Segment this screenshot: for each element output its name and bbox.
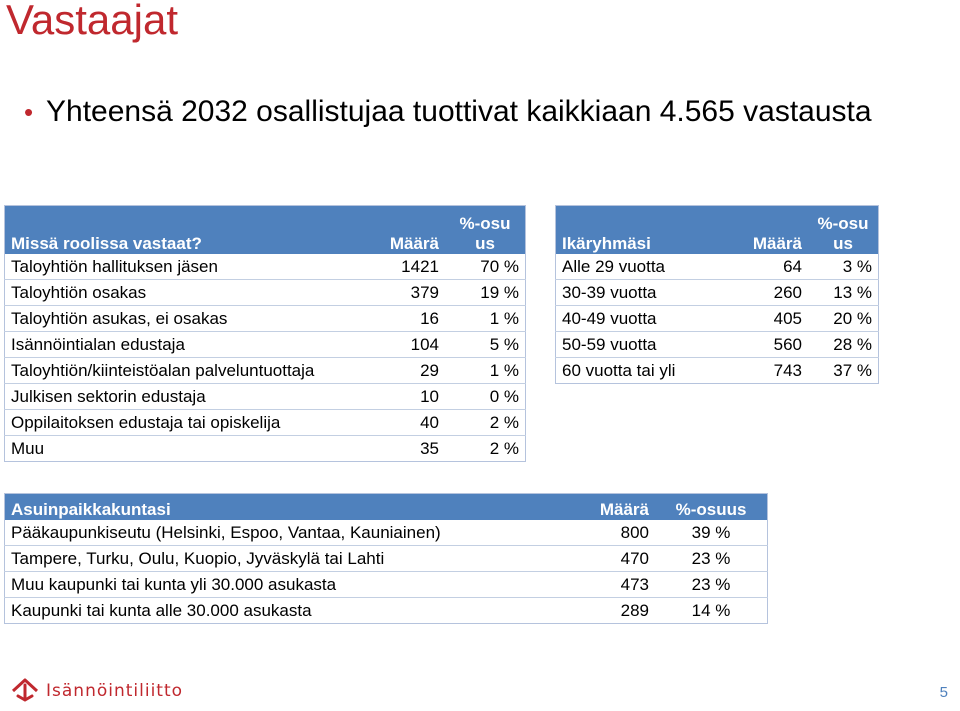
age-table: Ikäryhmäsi Määrä %-osuus Alle 29 vuotta 6… xyxy=(555,205,879,384)
cell-share: 23 % xyxy=(655,571,768,598)
cell-count: 10 xyxy=(377,383,445,410)
table-row: 30-39 vuotta 260 13 % xyxy=(555,279,879,306)
bullet-dot-icon: • xyxy=(24,97,34,127)
cell-municipality: Muu kaupunki tai kunta yli 30.000 asukas… xyxy=(4,571,565,598)
cell-count: 260 xyxy=(716,279,808,306)
isannointiliitto-logo: Isännöintiliitto xyxy=(10,676,183,706)
table-header-row: Asuinpaikkakuntasi Määrä %-osuus xyxy=(4,493,768,520)
cell-count: 29 xyxy=(377,357,445,384)
cell-share: 39 % xyxy=(655,520,768,546)
col-header-share: %-osuus xyxy=(445,205,526,254)
cell-count: 289 xyxy=(565,597,655,624)
cell-role: Isännöintialan edustaja xyxy=(4,331,377,358)
cell-count: 35 xyxy=(377,435,445,462)
cell-role: Oppilaitoksen edustaja tai opiskelija xyxy=(4,409,377,436)
table-row: Pääkaupunkiseutu (Helsinki, Espoo, Vanta… xyxy=(4,520,768,546)
page-number: 5 xyxy=(939,684,948,701)
cell-count: 405 xyxy=(716,305,808,332)
cell-count: 379 xyxy=(377,279,445,306)
table-row: Alle 29 vuotta 64 3 % xyxy=(555,254,879,280)
col-header-age: Ikäryhmäsi xyxy=(555,205,716,254)
table-row: Julkisen sektorin edustaja 10 0 % xyxy=(4,383,526,410)
roles-table: Missä roolissa vastaat? Määrä %-osuus Ta… xyxy=(4,205,526,462)
cell-count: 743 xyxy=(716,357,808,384)
table-row: Muu kaupunki tai kunta yli 30.000 asukas… xyxy=(4,571,768,598)
cell-municipality: Tampere, Turku, Oulu, Kuopio, Jyväskylä … xyxy=(4,545,565,572)
col-header-role: Missä roolissa vastaat? xyxy=(4,205,377,254)
col-header-count: Määrä xyxy=(716,205,808,254)
cell-share: 13 % xyxy=(808,279,879,306)
cell-municipality: Kaupunki tai kunta alle 30.000 asukasta xyxy=(4,597,565,624)
table-row: Taloyhtiön osakas 379 19 % xyxy=(4,279,526,306)
table-row: 40-49 vuotta 405 20 % xyxy=(555,305,879,332)
cell-role: Julkisen sektorin edustaja xyxy=(4,383,377,410)
slide-title: Vastaajat xyxy=(6,0,178,43)
table-header-row: Ikäryhmäsi Määrä %-osuus xyxy=(555,205,879,254)
cell-count: 104 xyxy=(377,331,445,358)
table-row: Taloyhtiön/kiinteistöalan palveluntuotta… xyxy=(4,357,526,384)
cell-share: 5 % xyxy=(445,331,526,358)
cell-share: 1 % xyxy=(445,305,526,332)
cell-count: 64 xyxy=(716,254,808,280)
table-header-row: Missä roolissa vastaat? Määrä %-osuus xyxy=(4,205,526,254)
col-header-share: %-osuus xyxy=(655,493,768,520)
cell-age: 50-59 vuotta xyxy=(555,331,716,358)
municipality-table: Asuinpaikkakuntasi Määrä %-osuus Pääkaup… xyxy=(4,493,768,624)
table-row: 50-59 vuotta 560 28 % xyxy=(555,331,879,358)
cell-count: 40 xyxy=(377,409,445,436)
col-header-count: Määrä xyxy=(377,205,445,254)
cell-age: Alle 29 vuotta xyxy=(555,254,716,280)
isannointiliitto-logo-icon xyxy=(11,678,39,702)
cell-age: 40-49 vuotta xyxy=(555,305,716,332)
cell-share: 20 % xyxy=(808,305,879,332)
cell-role: Taloyhtiön asukas, ei osakas xyxy=(4,305,377,332)
cell-share: 2 % xyxy=(445,435,526,462)
col-header-municipality: Asuinpaikkakuntasi xyxy=(4,493,565,520)
col-header-share: %-osuus xyxy=(808,205,879,254)
cell-count: 470 xyxy=(565,545,655,572)
cell-share: 1 % xyxy=(445,357,526,384)
cell-age: 30-39 vuotta xyxy=(555,279,716,306)
cell-share: 23 % xyxy=(655,545,768,572)
cell-count: 560 xyxy=(716,331,808,358)
cell-municipality: Pääkaupunkiseutu (Helsinki, Espoo, Vanta… xyxy=(4,520,565,546)
summary-text: Yhteensä 2032 osallistujaa tuottivat kai… xyxy=(46,95,872,128)
cell-role: Taloyhtiön hallituksen jäsen xyxy=(4,254,377,280)
cell-share: 19 % xyxy=(445,279,526,306)
cell-share: 2 % xyxy=(445,409,526,436)
table-row: Taloyhtiön hallituksen jäsen 1421 70 % xyxy=(4,254,526,280)
cell-share: 28 % xyxy=(808,331,879,358)
col-header-count: Määrä xyxy=(565,493,655,520)
table-row: Kaupunki tai kunta alle 30.000 asukasta 2… xyxy=(4,597,768,624)
cell-role: Taloyhtiön/kiinteistöalan palveluntuotta… xyxy=(4,357,377,384)
cell-count: 800 xyxy=(565,520,655,546)
cell-count: 16 xyxy=(377,305,445,332)
table-row: Muu 35 2 % xyxy=(4,435,526,462)
cell-share: 37 % xyxy=(808,357,879,384)
cell-count: 1421 xyxy=(377,254,445,280)
table-row: Taloyhtiön asukas, ei osakas 16 1 % xyxy=(4,305,526,332)
table-row: Isännöintialan edustaja 104 5 % xyxy=(4,331,526,358)
summary-bullet: • Yhteensä 2032 osallistujaa tuottivat k… xyxy=(24,92,924,132)
cell-share: 3 % xyxy=(808,254,879,280)
cell-share: 0 % xyxy=(445,383,526,410)
logo-text: Isännöintiliitto xyxy=(46,681,184,701)
cell-share: 70 % xyxy=(445,254,526,280)
cell-share: 14 % xyxy=(655,597,768,624)
table-row: Tampere, Turku, Oulu, Kuopio, Jyväskylä … xyxy=(4,545,768,572)
table-row: 60 vuotta tai yli 743 37 % xyxy=(555,357,879,384)
table-row: Oppilaitoksen edustaja tai opiskelija 40 2… xyxy=(4,409,526,436)
cell-role: Taloyhtiön osakas xyxy=(4,279,377,306)
cell-count: 473 xyxy=(565,571,655,598)
cell-age: 60 vuotta tai yli xyxy=(555,357,716,384)
cell-role: Muu xyxy=(4,435,377,462)
